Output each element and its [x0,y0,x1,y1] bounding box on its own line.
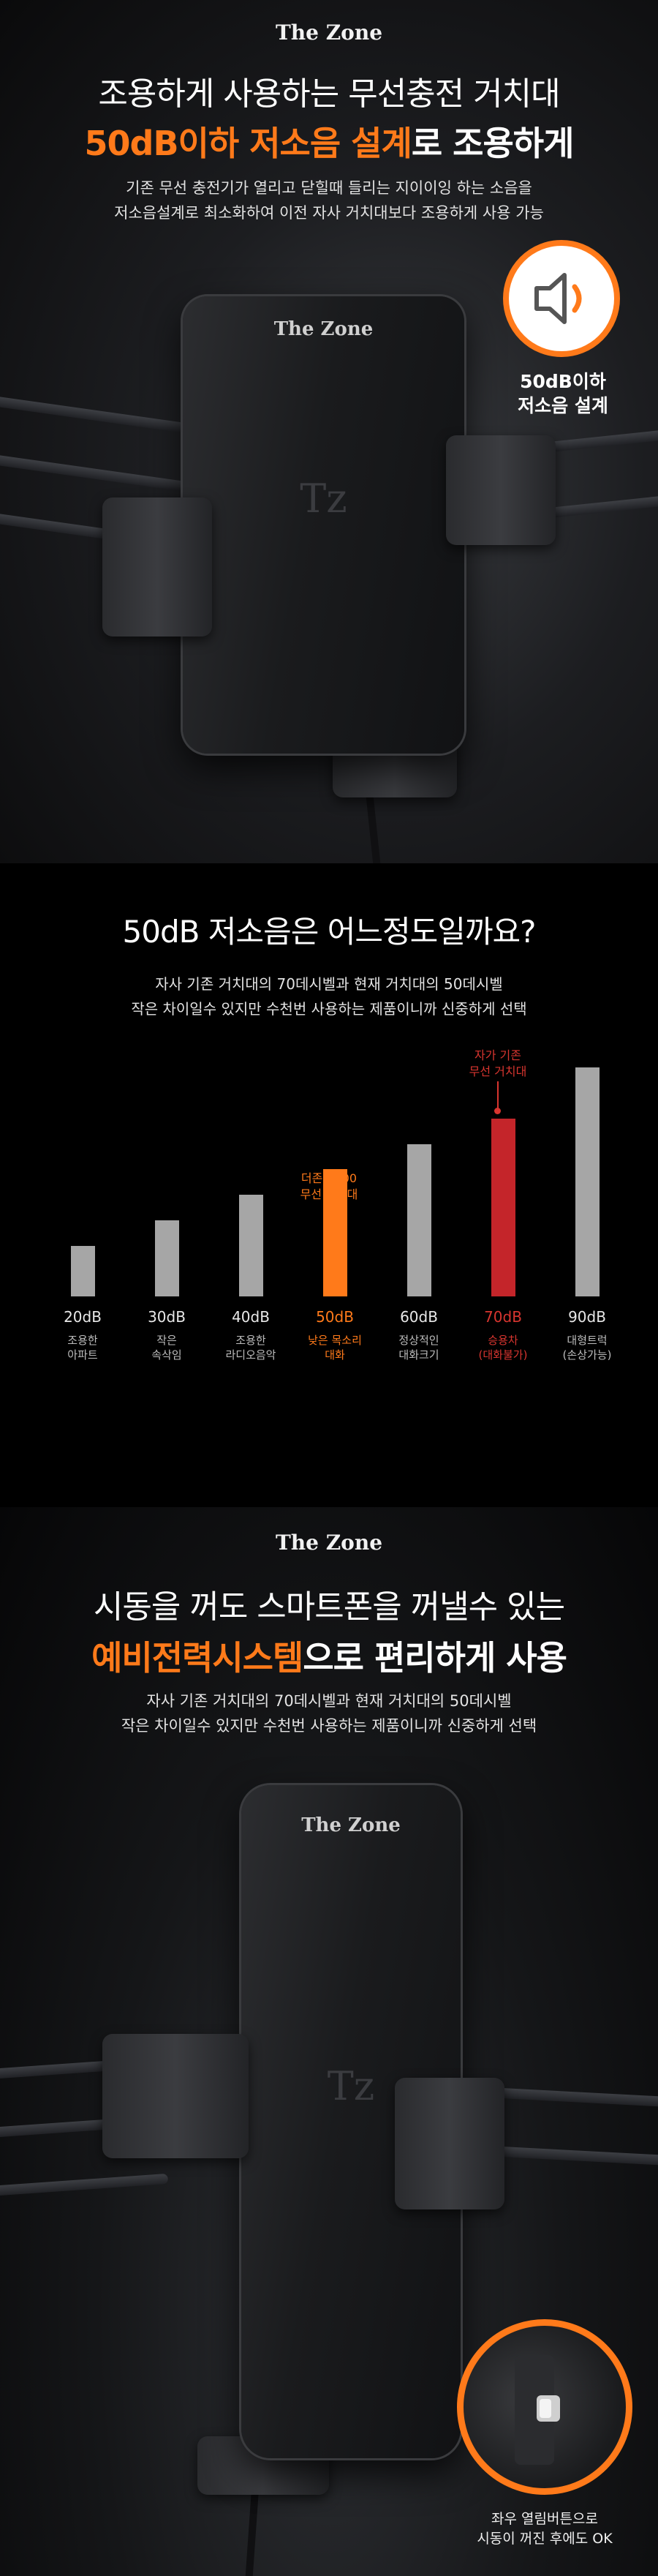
chart-bar-90dB [575,1067,600,1296]
chart-category-description: 승용차 (대화불가) [478,1334,528,1362]
release-button-magnifier [457,2319,632,2495]
chart-bar-20dB [71,1245,95,1296]
annotation-c100-line1: 더존 C100 [300,1171,358,1185]
subtitle-line1: 기존 무선 충전기가 열리고 닫힐때 들리는 지이이잉 하는 소음을 [126,179,532,197]
low-noise-badge [503,240,620,357]
chart-category-description: 낮은 목소리 대화 [308,1334,362,1362]
speaker-icon [534,273,582,324]
phone-holder: The Zone Tz [183,296,464,754]
chart-category-description: 조용한 아파트 [67,1334,98,1362]
phone-brand: The Zone [273,318,374,340]
annotation-old-dot [494,1108,501,1114]
chart-tick-label: 30dB [148,1308,186,1326]
left-clamp [102,497,212,637]
annotation-c100-line [328,1204,330,1233]
chart-bar-60dB [407,1144,431,1296]
chart-tick-label: 70dB [484,1308,522,1326]
subtitle: 자사 기존 거치대의 70데시벨과 현재 거치대의 50데시벨 작은 차이일수 … [0,1689,658,1738]
phone-brand: The Zone [301,1814,401,1836]
vent-slat [0,393,212,437]
phone-logo: Tz [300,476,347,522]
annotation-c100-line2: 무선 거치대 [300,1187,358,1201]
chart-section-title: 50dB 저소음은 어느정도일까요? [122,914,537,950]
right-clamp [395,2078,504,2209]
badge-line2: 저소음 설계 [518,395,608,416]
headline-highlight: 50dB이하 저소음 설계 [84,124,412,163]
chart-tick-label: 60dB [400,1308,438,1326]
decibel-bar-chart: 20dB 조용한 아파트 30dB 작은 속삭임 40dB 조용한 라디오음악 50dB 낮은 목소… [0,863,658,1507]
headline-highlight: 예비전력시스템 [91,1638,303,1678]
chart-category-description: 작은 속삭임 [151,1334,182,1362]
magnifier-caption: 좌우 열림버튼으로 시동이 꺼진 후에도 OK [439,2509,651,2549]
chart-bar-70dB [491,1118,515,1296]
headline-line2: 50dB이하 저소음 설계로 조용하게 [0,117,658,165]
headline-line1: 조용하게 사용하는 무선충전 거치대 [98,75,560,113]
right-clamp [446,435,556,545]
badge-caption: 50dB이하 저소음 설계 [483,369,643,418]
vent-slat [482,2145,658,2167]
annotation-old: 자가 기존 무선 거치대 [447,1048,549,1080]
badge-line1: 50dB이하 [520,371,606,392]
annotation-c100: 더존 C100 무선 거치대 [278,1171,380,1203]
chart-subtitle-line1: 자사 기존 거치대의 70데시벨과 현재 거치대의 50데시벨 [155,975,503,993]
chart-bar-40dB [239,1195,263,1296]
vent-slat [0,451,212,495]
subtitle-line1: 자사 기존 거치대의 70데시벨과 현재 거치대의 50데시벨 [146,1692,512,1710]
chart-category-description: 대형트럭 (손상가능) [562,1334,612,1362]
chart-subtitle-line2: 작은 차이일수 있지만 수천번 사용하는 제품이니까 신중하게 선택 [131,1000,527,1018]
chart-category-description: 정상적인 대화크기 [398,1334,439,1362]
annotation-old-line2: 무선 거치대 [469,1064,527,1078]
release-button-icon [515,2355,560,2465]
subtitle-line2: 저소음설계로 최소화하여 이전 자사 거치대보다 조용하게 사용 가능 [114,204,544,222]
magnifier-caption-line1: 좌우 열림버튼으로 [491,2511,598,2527]
section-low-noise: The Zone 조용하게 사용하는 무선충전 거치대 50dB이하 저소음 설… [0,0,658,863]
chart-bar-30dB [155,1220,179,1296]
section-backup-power: The Zone 시동을 꺼도 스마트폰을 꺼낼수 있는 예비전력시스템으로 편… [0,1507,658,2576]
chart-tick-label: 50dB [316,1308,354,1326]
annotation-old-line1: 자가 기존 [474,1048,521,1062]
annotation-c100-dot [325,1231,332,1237]
subtitle: 기존 무선 충전기가 열리고 닫힐때 들리는 지이이잉 하는 소음을 저소음설계… [0,176,658,225]
brand-logo: The Zone [275,1531,383,1555]
vent-slat [0,2173,169,2198]
brand-logo: The Zone [275,20,383,45]
section-decibel-chart: 50dB 저소음은 어느정도일까요? 자사 기존 거치대의 70데시벨과 현재 … [0,863,658,1507]
phone-logo: Tz [327,2063,375,2109]
chart-tick-label: 20dB [64,1308,102,1326]
left-clamp [102,2034,249,2158]
headline-rest: 으로 편리하게 사용 [303,1638,567,1678]
magnifier-caption-line2: 시동이 꺼진 후에도 OK [477,2531,613,2547]
chart-tick-label: 40dB [232,1308,270,1326]
vent-slat [482,2087,658,2109]
chart-category-description: 조용한 라디오음악 [225,1334,276,1362]
headline-rest: 로 조용하게 [411,124,575,163]
chart-tick-label: 90dB [568,1308,606,1326]
chart-section-subtitle: 자사 기존 거치대의 70데시벨과 현재 거치대의 50데시벨 작은 차이일수 … [0,972,658,1021]
subtitle-line2: 작은 차이일수 있지만 수천번 사용하는 제품이니까 신중하게 선택 [121,1717,537,1735]
headline-line2: 예비전력시스템으로 편리하게 사용 [0,1631,658,1680]
headline-line1: 시동을 꺼도 스마트폰을 꺼낼수 있는 [93,1588,565,1626]
annotation-old-line [497,1081,499,1111]
